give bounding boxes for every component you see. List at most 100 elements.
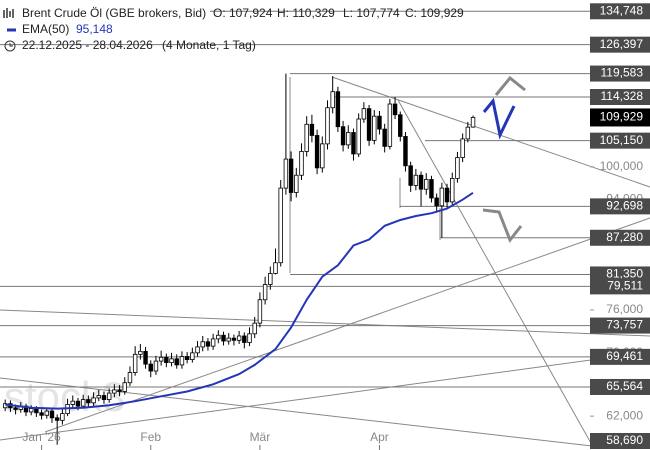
candle-body (330, 91, 335, 109)
candle-body (294, 174, 299, 193)
candle-body (80, 399, 86, 407)
candle-body (226, 337, 231, 342)
candle-body (465, 126, 471, 140)
candle-body (174, 358, 179, 366)
level-label: 69,461 (606, 349, 643, 363)
level-label: 105,150 (600, 133, 644, 147)
level-label: 134,748 (600, 3, 644, 17)
x-tick-label: Feb (140, 430, 161, 444)
candle-body (195, 346, 200, 354)
candle-body (179, 356, 185, 366)
candle-body (392, 103, 398, 116)
level-label: 119,583 (601, 66, 644, 80)
candle-body (455, 157, 460, 179)
candle-body (398, 114, 403, 137)
y-tick-label: 62,000 (606, 408, 643, 422)
level-box (590, 317, 650, 334)
level-box (590, 229, 650, 246)
candle-body (309, 123, 315, 136)
candle-body (470, 117, 476, 128)
candle-body (408, 165, 413, 186)
candle-body (75, 400, 81, 407)
level-label: 81,350 (606, 267, 643, 281)
arrow-up-scenario (494, 75, 526, 96)
candle-body (112, 389, 117, 394)
candle-body (252, 322, 257, 335)
candle-body (44, 410, 50, 416)
candle-body (164, 356, 169, 364)
level-label: 73,757 (606, 318, 643, 332)
arrow-down-scenario (482, 208, 523, 243)
x-tick-label: Jan '26 (22, 430, 61, 444)
level-box (590, 132, 650, 149)
candle-body (257, 299, 263, 324)
candle-body (86, 399, 91, 404)
candle-body (60, 413, 65, 421)
candle-body (351, 132, 356, 155)
candle-body (153, 360, 159, 372)
trend-line (331, 76, 650, 188)
candle-body (236, 335, 242, 341)
candle-body (70, 400, 75, 405)
candle-body (158, 356, 164, 362)
trend-line (0, 377, 593, 447)
stat: H: 110,329 (277, 6, 335, 20)
candle-body (387, 103, 393, 147)
candle-body (361, 108, 367, 120)
level-label: 126,397 (600, 37, 644, 51)
candle-body (413, 174, 419, 186)
clock-icon (4, 40, 16, 52)
level-box (590, 348, 650, 365)
candle-body (278, 187, 283, 264)
scenario-arrows (482, 75, 526, 243)
level-box (590, 36, 650, 53)
candle-body (429, 179, 434, 199)
symbol-icon (3, 8, 14, 18)
candle-body (127, 372, 133, 384)
legend-label: EMA(50) (22, 22, 69, 36)
candle-body (335, 91, 341, 128)
ema-line (5, 191, 474, 410)
candle-body (221, 334, 226, 342)
candle-body (372, 115, 377, 141)
level-box (590, 198, 650, 215)
period-note: (4 Monate, 1 Tag) (162, 38, 256, 52)
levels (0, 10, 650, 388)
x-tick-label: Apr (370, 430, 389, 444)
candle-body (288, 158, 294, 193)
level-box (590, 278, 650, 295)
candle-body (96, 395, 101, 399)
header: Brent Crude Öl (GBE brokers, Bid) O: 107… (3, 6, 464, 52)
level-box (590, 433, 650, 449)
candle-body (242, 335, 247, 343)
candle-body (205, 341, 211, 347)
level-label: 87,280 (606, 230, 643, 244)
level-box (590, 378, 650, 395)
title: Brent Crude Öl (GBE brokers, Bid) (22, 6, 206, 20)
level-label: 114,328 (601, 89, 644, 103)
level-box (590, 65, 650, 82)
candle-body (262, 284, 268, 301)
trend-line (0, 351, 650, 441)
candle-body (460, 138, 465, 158)
candle-body (247, 333, 252, 343)
candle-body (216, 334, 221, 340)
stat: C: 109,929 (405, 6, 464, 20)
candle-body (346, 132, 351, 146)
trend-line (0, 309, 650, 337)
last-price-label: 109,929 (600, 110, 644, 124)
candle-body (356, 118, 361, 155)
candle-body (132, 353, 138, 373)
candle-body (273, 262, 278, 274)
time-axis: Jan '26 Feb Mär Apr (22, 430, 389, 450)
x-tick-label: Mär (250, 430, 271, 444)
candle-body (101, 395, 107, 400)
candle-body (366, 108, 372, 141)
candle-body (377, 115, 382, 130)
candle-body (28, 408, 34, 413)
level-label: 58,690 (606, 433, 643, 447)
candle-body (138, 350, 143, 355)
candle-body (122, 382, 127, 392)
candle-body (148, 363, 153, 372)
